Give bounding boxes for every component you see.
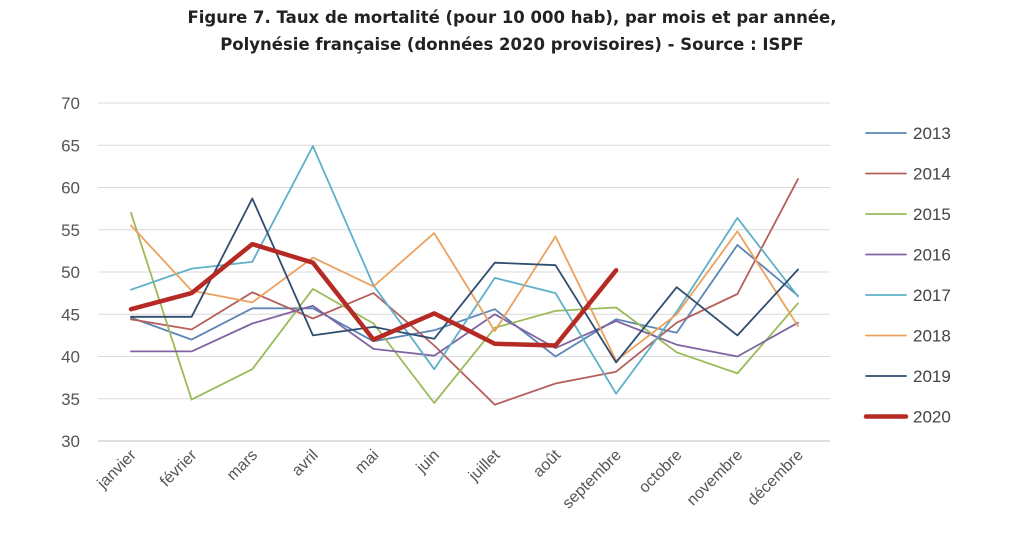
x-tick-label-octobre: octobre (636, 447, 686, 497)
series-line-2014 (130, 178, 799, 406)
x-tick-label-avril: avril (289, 447, 322, 480)
chart-title: Figure 7. Taux de mortalité (pour 10 000… (0, 4, 1024, 58)
x-axis: janvier février mars avril mai juin juillet aoû… (94, 446, 807, 512)
chart-title-line-1: Figure 7. Taux de mortalité (pour 10 000… (187, 8, 837, 27)
y-tick-label: 50 (61, 263, 80, 282)
chart-title-line-2: Polynésie française (données 2020 provis… (220, 35, 804, 54)
y-tick-label: 70 (61, 94, 80, 113)
legend-label: 2014 (913, 165, 951, 184)
legend-item-2017: 2017 (865, 286, 951, 305)
legend-label: 2016 (913, 246, 951, 265)
legend-label: 2019 (913, 367, 951, 386)
x-tick-label-février: février (157, 446, 201, 490)
series-line-2020 (128, 241, 619, 348)
legend-label: 2015 (913, 205, 951, 224)
x-tick-label-mai: mai (352, 447, 382, 477)
y-tick-label: 45 (61, 305, 80, 324)
plot-area (128, 145, 799, 406)
y-tick-label: 65 (61, 136, 80, 155)
legend-item-2015: 2015 (865, 205, 951, 224)
y-tick-label: 30 (61, 432, 80, 451)
y-axis: 30 35 40 45 50 55 60 65 70 (61, 94, 80, 451)
legend-item-2016: 2016 (865, 246, 951, 265)
y-tick-label: 40 (61, 348, 80, 367)
legend-item-2018: 2018 (865, 327, 951, 346)
legend-item-2019: 2019 (865, 367, 951, 386)
x-tick-label-septembre: septembre (559, 447, 625, 513)
legend-item-2013: 2013 (865, 124, 951, 143)
series-line-2015 (130, 211, 799, 404)
legend-item-2014: 2014 (865, 165, 951, 184)
y-tick-label: 60 (61, 179, 80, 198)
series-line-2019 (130, 197, 799, 364)
y-tick-label: 35 (61, 390, 80, 409)
legend-label: 2020 (913, 408, 951, 427)
series-line-2016 (130, 304, 799, 358)
x-tick-label-novembre: novembre (684, 447, 746, 509)
x-tick-label-août: août (530, 446, 564, 480)
x-tick-label-mars: mars (224, 447, 261, 484)
legend-label: 2017 (913, 286, 951, 305)
x-tick-label-janvier: janvier (94, 446, 141, 493)
legend: 2013 2014 2015 2016 2017 2018 2019 2020 (863, 124, 951, 427)
grid-lines (98, 102, 830, 442)
x-tick-label-décembre: décembre (744, 447, 806, 509)
legend-label: 2013 (913, 124, 951, 143)
series-line-2018 (130, 224, 799, 362)
legend-label: 2018 (913, 327, 951, 346)
x-tick-label-juillet: juillet (465, 446, 504, 485)
legend-item-2020: 2020 (863, 408, 951, 427)
y-tick-label: 55 (61, 221, 80, 240)
x-tick-label-juin: juin (413, 447, 443, 477)
